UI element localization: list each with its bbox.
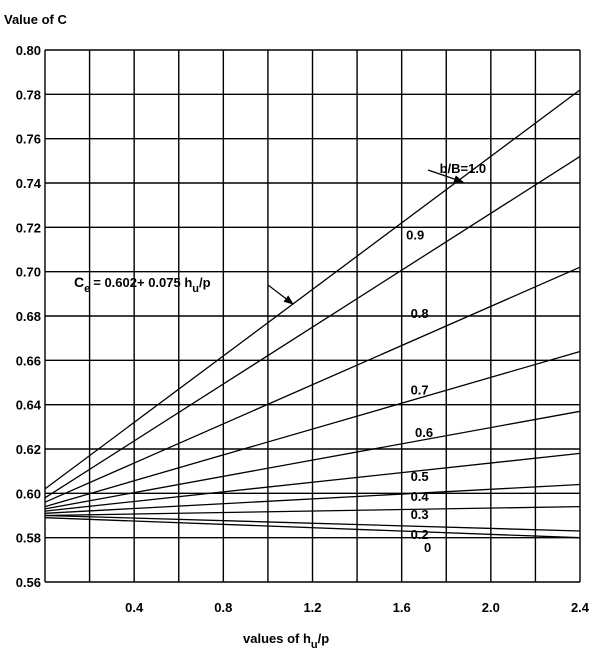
x-tick-label: 0.4 bbox=[125, 600, 144, 615]
series-line-8 bbox=[44, 514, 581, 532]
equation-annotation: Ce = 0.602+ 0.075 hu/p bbox=[74, 274, 211, 295]
series-line-0 bbox=[44, 89, 581, 490]
y-tick-label: 0.66 bbox=[16, 353, 41, 368]
series-label-0: b/B=1.0 bbox=[440, 161, 487, 176]
series-label-6: 0.4 bbox=[411, 489, 430, 504]
series-line-3 bbox=[44, 350, 581, 508]
y-tick-label: 0.80 bbox=[16, 43, 41, 58]
equation-body: = 0.602+ 0.075 h bbox=[93, 275, 192, 290]
series-line-9 bbox=[44, 517, 581, 539]
series-line-2 bbox=[44, 266, 581, 503]
series-label-1: 0.9 bbox=[406, 228, 424, 243]
x-axis-title-main: values of h bbox=[243, 631, 311, 646]
x-tick-label: 2.4 bbox=[571, 600, 590, 615]
series-label-3: 0.7 bbox=[411, 383, 429, 398]
x-tick-label: 1.2 bbox=[303, 600, 321, 615]
x-axis-title-suffix: /p bbox=[318, 631, 330, 646]
equation-arrow bbox=[267, 284, 294, 305]
x-axis-title: values of hu/p bbox=[243, 631, 329, 651]
y-tick-label: 0.78 bbox=[16, 87, 41, 102]
series-line-6 bbox=[44, 483, 581, 514]
series-line-7 bbox=[44, 505, 581, 517]
series-line-5 bbox=[44, 452, 581, 512]
equation-u-subscript: u bbox=[192, 283, 199, 295]
y-tick-label: 0.68 bbox=[16, 309, 41, 324]
series-label-2: 0.8 bbox=[411, 306, 429, 321]
equation-c: C bbox=[74, 274, 84, 290]
series-label-7: 0.3 bbox=[411, 507, 429, 522]
series-line-1 bbox=[44, 155, 581, 499]
x-tick-label: 2.0 bbox=[482, 600, 500, 615]
series-label-8: 0.2 bbox=[411, 527, 429, 542]
x-tick-labels: 0.4 0.8 1.2 1.6 2.0 2.4 bbox=[125, 600, 590, 615]
series-line-4 bbox=[44, 410, 581, 510]
x-axis-title-subscript: u bbox=[311, 639, 318, 651]
equation-e-subscript: e bbox=[84, 283, 90, 295]
y-tick-label: 0.76 bbox=[16, 132, 41, 147]
y-tick-labels: 0.56 0.58 0.60 0.62 0.64 0.66 0.68 0.70 0.72 0.74… bbox=[16, 43, 42, 590]
x-tick-label: 0.8 bbox=[214, 600, 232, 615]
equation-tail: /p bbox=[199, 275, 211, 290]
y-tick-label: 0.74 bbox=[16, 176, 42, 191]
x-tick-label: 1.6 bbox=[393, 600, 411, 615]
series-label-5: 0.5 bbox=[411, 469, 429, 484]
y-tick-label: 0.62 bbox=[16, 442, 41, 457]
series-label-4: 0.6 bbox=[415, 425, 433, 440]
series-lines bbox=[44, 89, 581, 539]
y-tick-label: 0.56 bbox=[16, 575, 41, 590]
series-labels: b/B=1.0 0.9 0.8 0.7 0.6 0.5 0.4 0.3 0.20 bbox=[406, 161, 486, 555]
y-tick-label: 0.70 bbox=[16, 265, 41, 280]
label-arrow-b-over-b bbox=[427, 169, 464, 183]
grid bbox=[44, 49, 581, 583]
y-axis-title: Value of C bbox=[4, 12, 67, 27]
y-tick-label: 0.64 bbox=[16, 398, 42, 413]
y-tick-label: 0.60 bbox=[16, 486, 41, 501]
series-label-9: 0 bbox=[424, 540, 431, 555]
y-tick-label: 0.58 bbox=[16, 531, 41, 546]
y-tick-label: 0.72 bbox=[16, 220, 41, 235]
